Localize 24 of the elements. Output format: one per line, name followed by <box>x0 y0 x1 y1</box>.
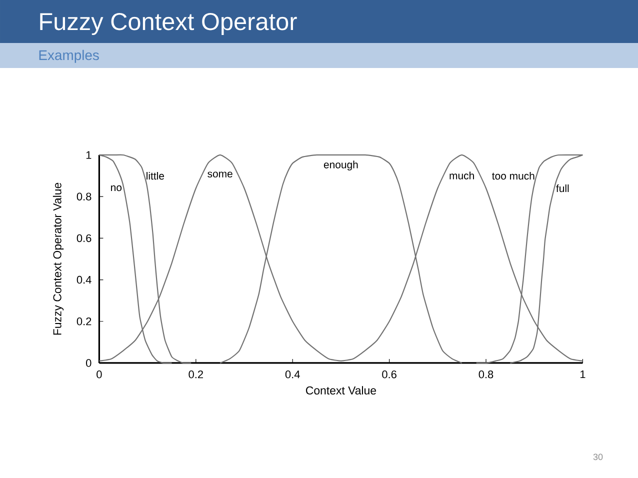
chart-title: Fuzzy Context Operator <box>40 12 297 36</box>
chart-subtitle: Examples <box>39 50 99 63</box>
x-tick-label: 0.2 <box>188 370 203 378</box>
series-label: some <box>208 172 232 178</box>
x-tick-label: 0 <box>96 370 102 378</box>
x-tick-label: 0.8 <box>478 370 494 378</box>
y-tick-label: 0.2 <box>76 318 92 326</box>
y-tick-label: 1 <box>86 151 92 159</box>
y-tick-label: 0.6 <box>76 234 92 242</box>
y-tick-label: 0 <box>86 359 92 367</box>
series-label: little <box>146 172 164 180</box>
series-label: too much <box>492 172 534 180</box>
series-label: full <box>556 184 569 192</box>
y-tick-label: 0.4 <box>76 276 92 284</box>
y-tick-label: 0.8 <box>76 192 92 200</box>
series-label: no <box>111 185 122 192</box>
x-tick-label: 0.4 <box>285 370 300 378</box>
x-axis-title: Context Value <box>306 386 376 395</box>
x-tick-label: 0.6 <box>382 370 396 378</box>
series-label: enough <box>324 160 358 170</box>
y-axis-title: Fuzzy Context Operator Value <box>52 182 64 335</box>
series-label: much <box>450 172 474 180</box>
text: 30 <box>593 454 603 460</box>
x-tick-label: 1 <box>580 370 586 378</box>
